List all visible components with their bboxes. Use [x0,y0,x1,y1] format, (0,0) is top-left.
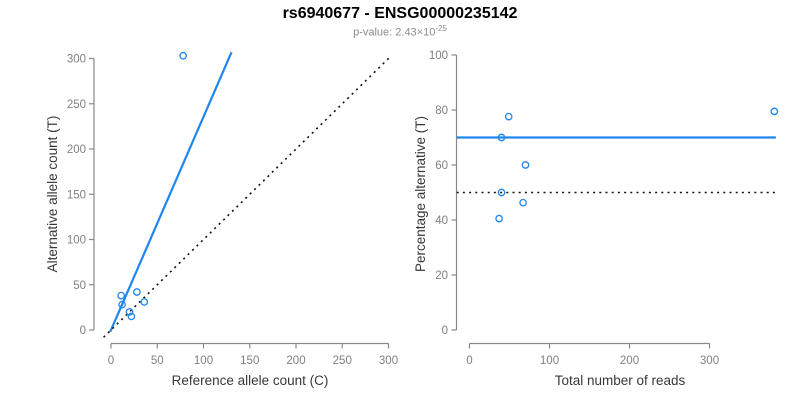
y-tick-label: 250 [67,99,86,111]
data-point [127,312,136,321]
y-axis-title: Percentage alternative (T) [413,116,428,272]
data-point [504,112,513,121]
data-point [140,298,149,306]
y-tick-label: 300 [67,54,86,66]
data-point [495,214,503,223]
data-point [118,300,126,309]
pvalue-exponent: -25 [435,24,447,33]
y-axis-title: Alternative allele count (T) [45,116,60,273]
y-tick-label: 150 [67,189,86,201]
x-tick-label: 300 [379,355,398,367]
pvalue-text: p-value: 2.43×10 [353,26,436,39]
data-point [497,188,506,197]
data-point [521,161,530,169]
y-tick-label: 200 [67,144,86,156]
panel-left: 0 50 100 150 200 250 300 0 50 100 150 200 250 300 Refe… [45,51,398,388]
panel-right: 0 100 200 300 0 20 40 60 80 100 Total number of re… [413,50,779,388]
x-tick-label: 300 [700,355,719,367]
identity-line [103,56,391,338]
data-point [179,51,187,60]
data-point [125,308,134,316]
x-axis-title: Total number of reads [555,373,686,388]
y-tick-label: 80 [435,105,448,117]
data-point [133,288,141,296]
y-tick-label: 60 [435,160,448,172]
x-tick-label: 200 [620,355,639,367]
y-tick-label: 50 [73,280,86,292]
x-tick-label: 0 [108,355,114,367]
x-tick-label: 0 [466,355,472,367]
data-point [519,198,527,207]
x-tick-label: 50 [151,355,164,367]
y-tick-label: 40 [435,215,448,227]
x-tick-label: 100 [194,355,213,367]
y-tick-label: 20 [435,270,448,282]
data-point [497,133,506,142]
x-axis-title: Reference allele count (C) [172,373,329,388]
figure-subtitle: p-value: 2.43×10-25 [0,24,800,39]
y-tick-label: 0 [80,325,86,337]
x-tick-label: 100 [540,355,559,367]
x-tick-label: 150 [240,355,259,367]
x-tick-label: 250 [333,355,352,367]
x-tick-label: 200 [286,355,305,367]
y-tick-label: 100 [429,50,448,62]
y-tick-label: 100 [67,235,86,247]
data-point [117,291,126,300]
y-tick-label: 0 [442,325,448,337]
fitted-proportion-line [109,51,233,333]
data-point [770,107,779,116]
figure-title: rs6940677 - ENSG00000235142 [282,5,518,22]
